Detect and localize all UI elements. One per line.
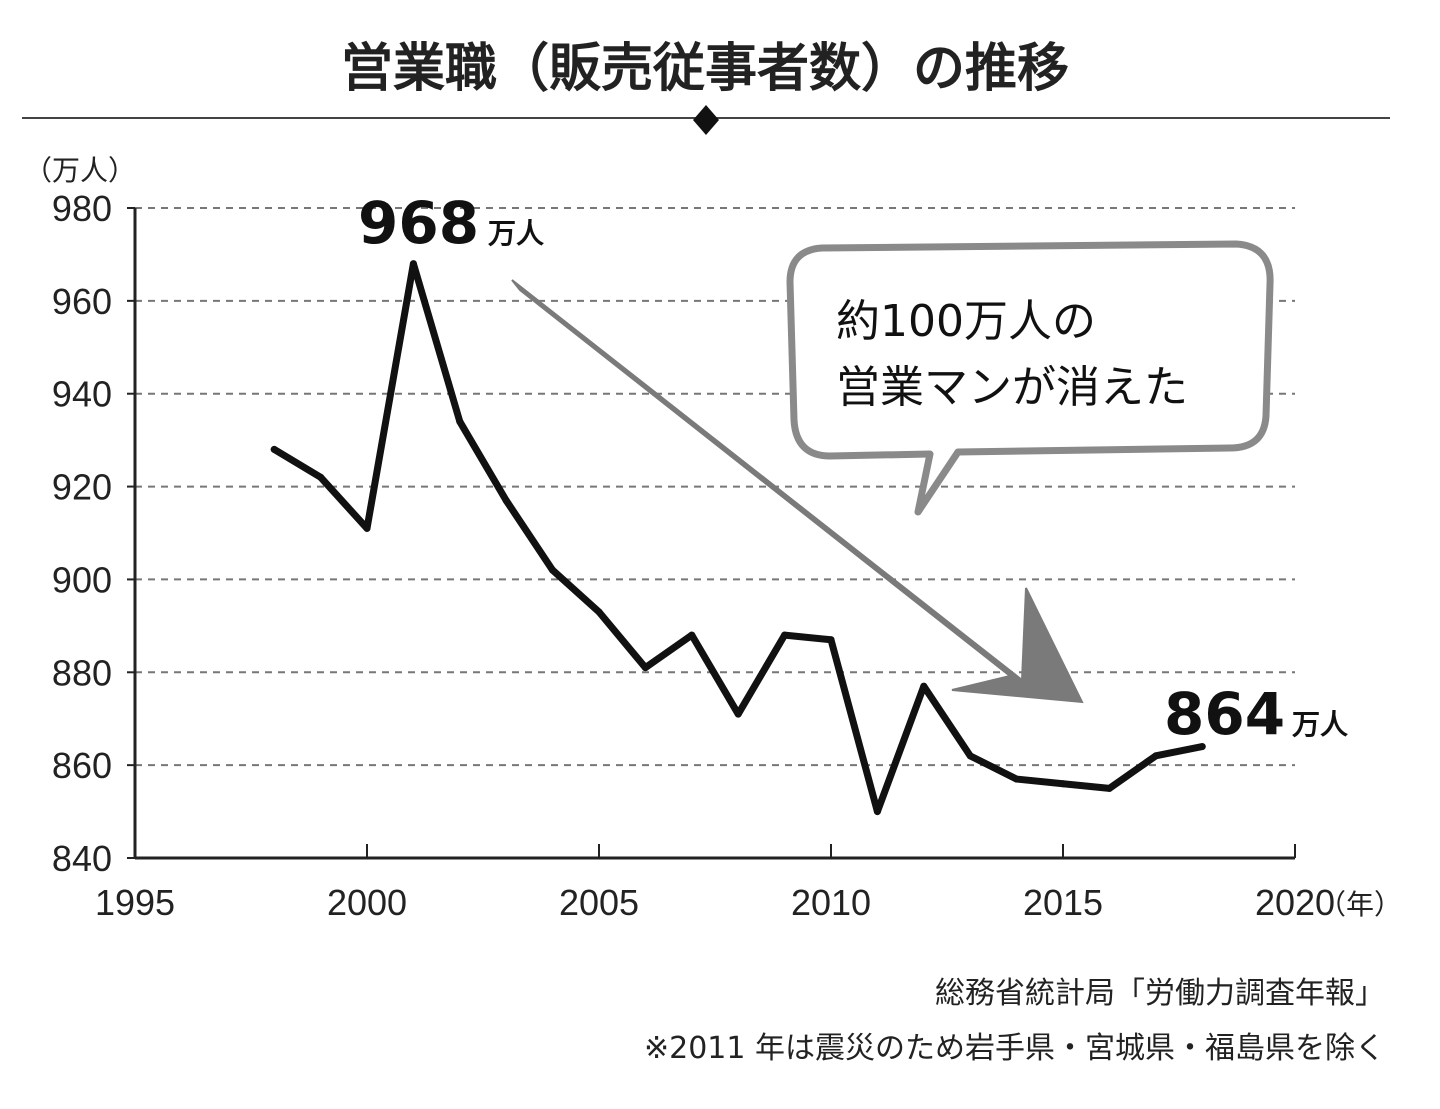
- data-point: [502, 497, 510, 504]
- data-point: [734, 710, 742, 718]
- callout-outline: [786, 240, 1274, 516]
- x-tick-label: 2010: [791, 882, 871, 923]
- annotation-latest-unit: 万人: [1292, 708, 1348, 741]
- y-tick-label: 880: [52, 652, 112, 693]
- data-point: [549, 566, 557, 574]
- data-point: [641, 664, 649, 672]
- title-diamond: [693, 105, 719, 135]
- y-tick-label: 920: [52, 467, 112, 508]
- callout-line1: 約100万人の: [836, 296, 1096, 347]
- data-point: [688, 631, 696, 639]
- data-point: [409, 260, 417, 268]
- y-tick-label: 860: [52, 745, 112, 786]
- y-tick-label: 960: [52, 281, 112, 322]
- x-tick-label: 2005: [559, 882, 639, 923]
- y-tick-label: 900: [52, 559, 112, 600]
- data-point: [1059, 780, 1067, 788]
- footnote: ※2011 年は震災のため岩手県・宮城県・福島県を除く: [644, 1031, 1385, 1066]
- arrow-shape: [511, 279, 1084, 704]
- data-point: [1013, 775, 1021, 783]
- data-point: [317, 473, 325, 481]
- y-tick-labels: 840 860 880 900 920 940 960 980: [52, 188, 112, 879]
- annotation-latest-number: 864: [1164, 680, 1285, 748]
- data-point: [363, 524, 371, 532]
- axes: [127, 207, 1296, 860]
- data-point: [827, 636, 835, 644]
- data-points: [270, 260, 1206, 816]
- data-point: [920, 682, 928, 690]
- callout-bubble: 約100万人の 営業マンが消えた: [786, 240, 1274, 516]
- source-note: 総務省統計局「労働力調査年報」: [935, 976, 1385, 1011]
- data-point: [781, 631, 789, 639]
- data-point: [1105, 784, 1113, 792]
- data-point: [270, 445, 278, 453]
- x-tick-label: 2000: [327, 882, 407, 923]
- y-unit-label: （万人）: [24, 154, 136, 187]
- annotation-peak: 968 万人: [358, 189, 544, 257]
- data-point: [595, 608, 603, 616]
- chart-title: 営業職（販売従事者数）の推移: [341, 39, 1069, 99]
- decline-arrow: [511, 279, 1084, 704]
- data-point: [966, 752, 974, 760]
- data-point: [873, 808, 881, 816]
- annotation-peak-number: 968: [358, 189, 479, 257]
- x-tick-label: 1995: [95, 882, 175, 923]
- annotation-peak-unit: 万人: [488, 217, 544, 250]
- y-tick-label: 940: [52, 374, 112, 415]
- data-point: [456, 418, 464, 426]
- data-point: [1152, 752, 1160, 760]
- x-tick-label: 2020: [1255, 882, 1335, 923]
- y-tick-label: 980: [52, 188, 112, 229]
- x-tick-label: 2015: [1023, 882, 1103, 923]
- x-unit-label: （年）: [1318, 888, 1402, 921]
- annotation-latest: 864 万人: [1164, 680, 1348, 748]
- y-tick-label: 840: [52, 838, 112, 879]
- x-tick-labels: 1995 2000 2005 2010 2015 2020: [95, 882, 1335, 923]
- callout-line2: 営業マンが消えた: [836, 362, 1188, 413]
- data-point: [1198, 743, 1206, 751]
